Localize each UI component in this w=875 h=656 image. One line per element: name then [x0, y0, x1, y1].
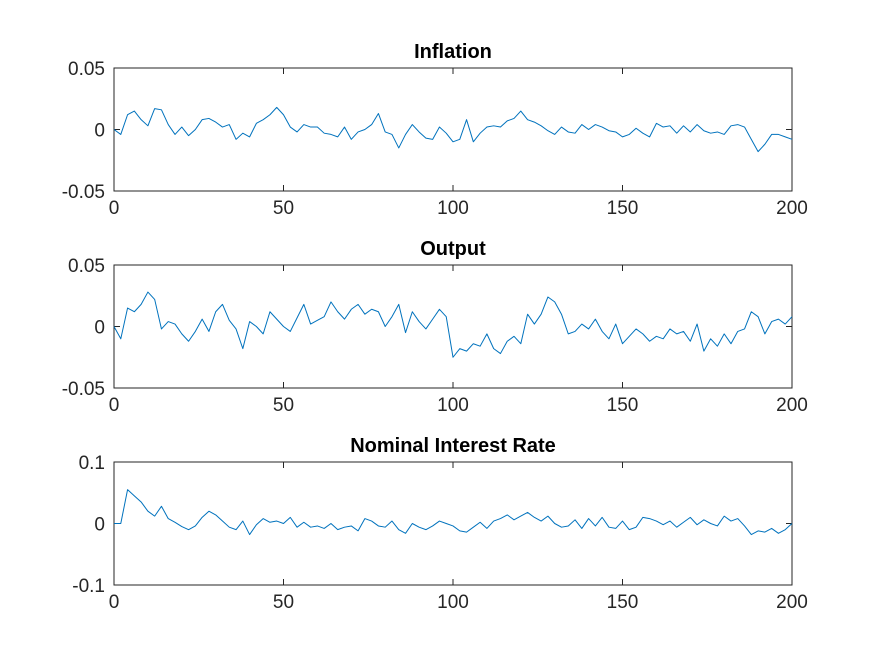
- series-line: [113, 291, 793, 358]
- x-tick-label: 50: [273, 198, 294, 219]
- y-tick-label: -0.05: [62, 182, 105, 203]
- axes-box: [113, 264, 793, 389]
- y-tick-label: 0.05: [68, 59, 105, 80]
- y-tick-label: 0: [94, 318, 105, 339]
- y-tick-label: 0.1: [79, 453, 105, 474]
- x-tick-label: 200: [776, 198, 808, 219]
- chart-title: Nominal Interest Rate: [350, 435, 556, 457]
- x-tick-label: 100: [437, 198, 469, 219]
- x-tick-label: 150: [607, 592, 639, 613]
- x-tick-label: 0: [109, 592, 120, 613]
- chart-title: Inflation: [414, 41, 492, 63]
- x-tick-label: 150: [607, 198, 639, 219]
- x-tick-label: 100: [437, 592, 469, 613]
- y-tick-label: 0: [94, 121, 105, 142]
- x-tick-label: 50: [273, 395, 294, 416]
- x-tick-label: 200: [776, 395, 808, 416]
- y-tick-label: 0.05: [68, 256, 105, 277]
- x-tick-label: 150: [607, 395, 639, 416]
- axes-box: [113, 461, 793, 586]
- axes-box: [113, 67, 793, 192]
- series-line: [113, 106, 793, 153]
- chart-title: Output: [420, 238, 486, 260]
- x-tick-label: 200: [776, 592, 808, 613]
- y-tick-label: 0: [94, 515, 105, 536]
- series-line: [114, 489, 793, 536]
- x-tick-label: 50: [273, 592, 294, 613]
- x-tick-label: 0: [109, 395, 120, 416]
- y-tick-label: -0.05: [62, 379, 105, 400]
- x-tick-label: 0: [109, 198, 120, 219]
- x-tick-label: 100: [437, 395, 469, 416]
- y-tick-label: -0.1: [72, 576, 105, 597]
